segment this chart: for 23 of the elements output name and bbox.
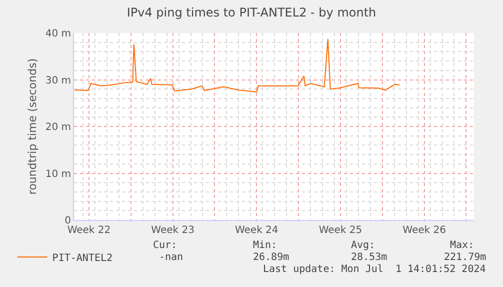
x-tick-label: Week 26 [402, 225, 446, 236]
text: Cur: [153, 240, 178, 251]
y-tick-label: 0 [64, 216, 71, 226]
x-tick-label: Week 24 [234, 225, 278, 236]
x-tick-label: Week 22 [67, 225, 111, 236]
text: Min: [253, 240, 278, 251]
text: 26.89m [253, 252, 290, 263]
legend-label: PIT-ANTEL2 [52, 252, 113, 264]
text: Max: [450, 240, 474, 251]
y-axis-title: roundtrip time (seconds) [26, 58, 39, 195]
text: 221.79m [444, 252, 486, 263]
text: -nan [159, 252, 184, 263]
chart-title: IPv4 ping times to PIT-ANTEL2 - by month [126, 5, 376, 20]
y-tick-label: 20 m [45, 122, 71, 133]
y-tick-label: 10 m [45, 168, 71, 180]
text: Avg: [351, 240, 376, 251]
y-tick-label: 30 m [45, 75, 71, 86]
x-tick-label: Week 25 [318, 225, 362, 236]
x-tick-label: Week 23 [151, 225, 194, 236]
line-series [74, 38, 400, 92]
text: Last update: Mon Jul 1 14:01:52 2024 [263, 264, 486, 275]
y-tick-label: 40 m [45, 28, 71, 40]
text: 28.53m [351, 252, 388, 263]
